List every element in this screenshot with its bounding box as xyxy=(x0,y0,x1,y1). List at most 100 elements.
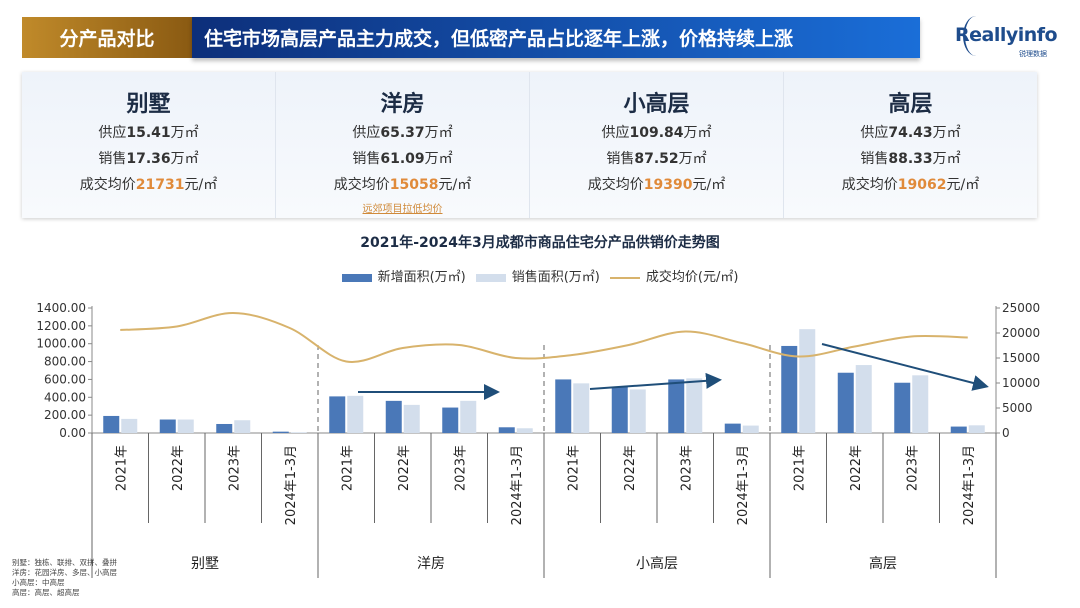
bar-supply xyxy=(159,419,176,433)
x-tick-label: 2022年 xyxy=(849,445,864,491)
right-tick-label: 0 xyxy=(1002,426,1010,440)
bar-supply xyxy=(555,379,572,433)
chart: 0.00 200.00 400.00 600.00 800.00 1000.00 1200.… xyxy=(36,301,1040,578)
bar-sales xyxy=(799,329,816,433)
card-price: 成交均价21731元/㎡ xyxy=(79,177,218,193)
bar-sales xyxy=(347,395,364,433)
bar-supply xyxy=(837,372,854,433)
card-supply: 供应74.43万㎡ xyxy=(860,125,961,141)
bar-supply xyxy=(103,415,120,433)
slide-title: 住宅市场高层产品主力成交，但低密产品占比逐年上涨，价格持续上涨 xyxy=(192,17,920,58)
bar-supply xyxy=(329,396,346,433)
card-note: 远郊项目拉低均价 xyxy=(362,204,443,215)
right-tick-label: 10000 xyxy=(1002,376,1040,390)
card-name: 别墅 xyxy=(126,92,171,117)
x-tick-label: 2021年 xyxy=(792,445,807,491)
bar-sales xyxy=(573,383,590,433)
bar-supply xyxy=(611,386,628,433)
bar-supply xyxy=(724,423,741,433)
x-tick-label: 2021年 xyxy=(114,445,129,491)
x-tick-label: 2022年 xyxy=(397,445,412,491)
right-tick-label: 25000 xyxy=(1002,301,1040,315)
bar-sales xyxy=(177,419,194,433)
bar-sales xyxy=(460,400,477,433)
card-price: 成交均价19062元/㎡ xyxy=(841,177,980,193)
product-cards: 别墅 供应15.41万㎡ 销售17.36万㎡ 成交均价21731元/㎡ 洋房 供… xyxy=(22,72,1037,218)
left-tick-label: 800.00 xyxy=(44,355,86,369)
left-tick-label: 0.00 xyxy=(59,426,86,440)
left-tick-label: 600.00 xyxy=(44,372,86,386)
left-tick-label: 400.00 xyxy=(44,390,86,404)
bar-sales xyxy=(686,378,703,433)
bar-supply xyxy=(668,379,685,433)
card-sales: 销售87.52万㎡ xyxy=(606,151,707,167)
card-price: 成交均价19390元/㎡ xyxy=(587,177,726,193)
bar-supply xyxy=(950,426,967,433)
price-line xyxy=(120,311,968,363)
x-tick-label: 2022年 xyxy=(623,445,638,491)
group-label: 小高层 xyxy=(636,555,678,572)
card-3: 高层 供应74.43万㎡ 销售88.33万㎡ 成交均价19062元/㎡ xyxy=(784,72,1037,218)
card-1: 洋房 供应65.37万㎡ 销售61.09万㎡ 成交均价15058元/㎡ 远郊项目… xyxy=(276,72,530,218)
x-tick-label: 2021年 xyxy=(340,445,355,491)
card-sales: 销售61.09万㎡ xyxy=(352,151,453,167)
x-tick-label: 2021年 xyxy=(566,445,581,491)
x-tick-label: 2024年1-3月 xyxy=(510,445,525,525)
card-supply: 供应109.84万㎡ xyxy=(601,125,712,141)
bar-supply xyxy=(894,382,911,433)
bar-sales xyxy=(121,418,138,433)
legend-price: 成交均价(元/㎡) xyxy=(609,266,738,285)
group-label: 洋房 xyxy=(417,556,445,572)
card-price: 成交均价15058元/㎡ xyxy=(333,177,472,193)
bar-sales xyxy=(290,432,307,433)
legend-supply: 新增面积(万㎡) xyxy=(341,266,466,285)
x-tick-label: 2024年1-3月 xyxy=(962,445,977,525)
card-name: 洋房 xyxy=(380,92,425,117)
x-tick-label: 2022年 xyxy=(171,445,186,491)
card-supply: 供应15.41万㎡ xyxy=(98,125,199,141)
left-tick-label: 200.00 xyxy=(44,408,86,422)
card-sales: 销售17.36万㎡ xyxy=(98,151,199,167)
right-tick-label: 15000 xyxy=(1002,351,1040,365)
left-tick-label: 1400.00 xyxy=(36,301,86,315)
right-tick-label: 20000 xyxy=(1002,326,1040,340)
bar-sales xyxy=(968,425,985,433)
bar-sales xyxy=(403,404,420,433)
chart-title: 2021年-2024年3月成都市商品住宅分产品供销价走势图 xyxy=(360,235,720,251)
bar-sales xyxy=(234,420,251,433)
bar-supply xyxy=(385,400,402,433)
trend-arrow-icon xyxy=(589,372,722,390)
bar-supply xyxy=(781,345,798,433)
left-tick-label: 1200.00 xyxy=(36,319,86,333)
x-tick-label: 2023年 xyxy=(679,445,694,491)
card-0: 别墅 供应15.41万㎡ 销售17.36万㎡ 成交均价21731元/㎡ xyxy=(22,72,276,218)
x-tick-label: 2023年 xyxy=(905,445,920,491)
trend-arrow-icon xyxy=(821,343,989,391)
bar-sales xyxy=(516,428,533,433)
x-tick-label: 2024年1-3月 xyxy=(736,445,751,525)
card-sales: 销售88.33万㎡ xyxy=(860,151,961,167)
legend-sales: 销售面积(万㎡) xyxy=(475,266,600,285)
card-supply: 供应65.37万㎡ xyxy=(352,125,453,141)
group-label: 别墅 xyxy=(191,556,219,572)
section-tag: 分产品对比 xyxy=(22,17,192,58)
group-label: 高层 xyxy=(869,555,897,572)
bar-supply xyxy=(442,407,459,433)
bar-sales xyxy=(912,375,929,433)
footnote: 别墅：独栋、联排、双拼、叠拼 洋房：花园洋房、多层、小高层 小高层：中高层 高层：高层… xyxy=(12,558,117,597)
bar-sales xyxy=(629,389,646,433)
bar-sales xyxy=(742,425,759,433)
x-tick-label: 2024年1-3月 xyxy=(284,445,299,525)
card-name: 高层 xyxy=(888,92,933,117)
bar-supply xyxy=(216,423,233,433)
x-tick-label: 2023年 xyxy=(453,445,468,491)
chart-legend: 新增面积(万㎡) 销售面积(万㎡) 成交均价(元/㎡) xyxy=(0,266,1080,285)
logo: Reallyinfo 锐理数据 xyxy=(955,16,1065,62)
left-tick-label: 1000.00 xyxy=(36,337,86,351)
bar-supply xyxy=(272,431,289,433)
bar-sales xyxy=(855,365,872,433)
x-tick-label: 2023年 xyxy=(227,445,242,491)
card-2: 小高层 供应109.84万㎡ 销售87.52万㎡ 成交均价19390元/㎡ xyxy=(530,72,784,218)
bar-supply xyxy=(498,427,515,433)
right-tick-label: 5000 xyxy=(1002,401,1033,415)
